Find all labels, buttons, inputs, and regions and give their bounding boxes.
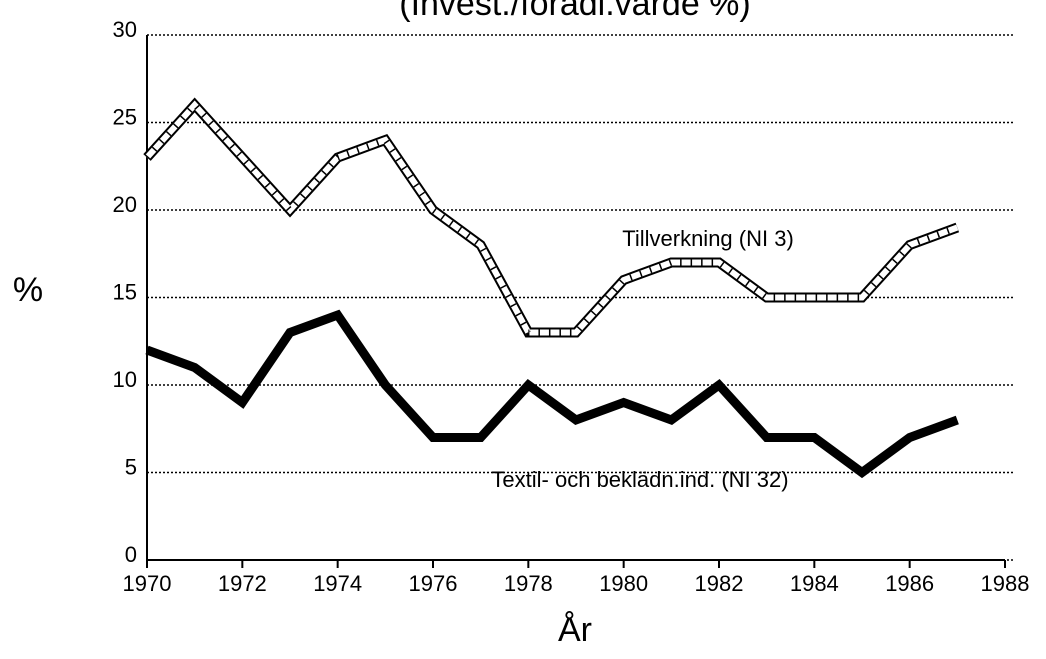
x-tick-label: 1984 xyxy=(790,571,839,596)
x-tick-label: 1972 xyxy=(218,571,267,596)
y-tick-label: 15 xyxy=(113,279,137,304)
x-axis-label: År xyxy=(558,611,592,649)
y-tick-label: 0 xyxy=(125,542,137,567)
x-tick-label: 1980 xyxy=(599,571,648,596)
chart-title: (Invest./förädl.värde %) xyxy=(399,0,750,23)
y-axis-label: % xyxy=(13,271,43,309)
line-inner xyxy=(144,100,959,336)
series-label: Textil- och beklädn.ind. (NI 32) xyxy=(491,467,788,492)
x-tick-label: 1970 xyxy=(123,571,172,596)
y-tick-label: 5 xyxy=(125,454,137,479)
y-tick-label: 25 xyxy=(113,104,137,129)
line xyxy=(145,309,959,479)
x-tick-label: 1982 xyxy=(695,571,744,596)
y-tick-label: 20 xyxy=(113,192,137,217)
series-label: Tillverkning (NI 3) xyxy=(622,226,794,251)
line-hatch xyxy=(144,100,959,336)
x-tick-label: 1974 xyxy=(313,571,362,596)
x-tick-label: 1986 xyxy=(885,571,934,596)
y-tick-label: 10 xyxy=(113,367,137,392)
x-tick-label: 1988 xyxy=(981,571,1030,596)
x-tick-label: 1976 xyxy=(409,571,458,596)
y-tick-label: 30 xyxy=(113,17,137,42)
x-tick-label: 1978 xyxy=(504,571,553,596)
